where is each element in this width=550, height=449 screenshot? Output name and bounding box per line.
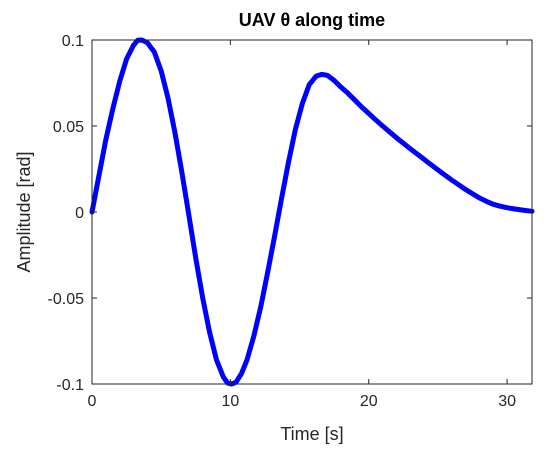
y-ticks: 0.1 0.05 0 -0.05 -0.1 bbox=[48, 33, 532, 394]
y-tick-label: 0.1 bbox=[62, 33, 84, 50]
x-tick-label: 20 bbox=[360, 393, 378, 410]
axes-background bbox=[92, 40, 532, 384]
y-tick-label: 0 bbox=[75, 205, 84, 222]
series-layer bbox=[89, 37, 535, 387]
chart-title: UAV θ along time bbox=[239, 10, 385, 30]
x-ticks: 0 10 20 30 bbox=[88, 40, 516, 410]
y-tick-label: 0.05 bbox=[53, 119, 84, 136]
x-tick-label: 30 bbox=[498, 393, 516, 410]
y-tick-label: -0.1 bbox=[56, 377, 84, 394]
x-tick-label: 0 bbox=[88, 393, 97, 410]
y-axis-label: Amplitude [rad] bbox=[14, 151, 34, 272]
series-line-1 bbox=[89, 37, 535, 387]
y-tick-label: -0.05 bbox=[48, 291, 85, 308]
x-axis-label: Time [s] bbox=[280, 424, 343, 444]
x-tick-label: 10 bbox=[221, 393, 239, 410]
